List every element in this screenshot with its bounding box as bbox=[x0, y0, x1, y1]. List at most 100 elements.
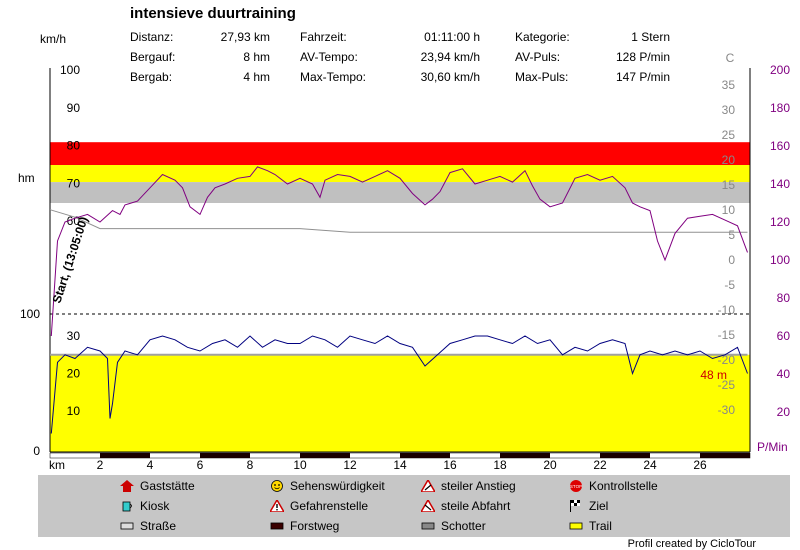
forest-road-swatch-icon bbox=[270, 520, 284, 532]
house-icon bbox=[120, 480, 134, 492]
legend-item-forstweg: Forstweg bbox=[270, 519, 339, 533]
temperature-tick-label: 30 bbox=[722, 103, 736, 117]
warning-up-icon bbox=[419, 478, 437, 493]
legend-item-ziel: Ziel bbox=[569, 499, 608, 513]
pulse-axis-unit: P/Min bbox=[757, 440, 788, 454]
stat-value-ride-time: 01:11:00 h bbox=[424, 30, 480, 44]
x-tick-label: 10 bbox=[293, 458, 307, 472]
speed-tick-label: 10 bbox=[67, 404, 81, 418]
pulse-tick-label: 160 bbox=[770, 139, 790, 153]
profile-chart: km 2 4 6 8 10 12 14 16 18 20 22 24 26km/h607080901001… bbox=[18, 32, 791, 472]
temperature-line bbox=[49, 209, 748, 233]
stat-value-distance: 27,93 km bbox=[220, 30, 270, 44]
temperature-tick-label: 35 bbox=[722, 78, 736, 92]
stat-label-distance: Distanz: bbox=[130, 30, 174, 44]
start-annotation: Start, (13:05:00) bbox=[50, 215, 91, 305]
speed-tick-label: 80 bbox=[67, 139, 81, 153]
stat-label-ascent: Bergauf: bbox=[130, 50, 176, 64]
track-surface-segment bbox=[400, 453, 450, 458]
track-surface-segment bbox=[300, 453, 350, 458]
smiley-icon bbox=[270, 480, 284, 492]
stat-value-avg-speed: 23,94 km/h bbox=[420, 50, 480, 64]
hr-zone-red bbox=[50, 142, 750, 165]
legend-item-kiosk: Kiosk bbox=[120, 499, 169, 513]
x-tick-label: 20 bbox=[543, 458, 557, 472]
speed-tick-label: 70 bbox=[67, 176, 81, 190]
pulse-tick-label: 140 bbox=[770, 177, 790, 191]
pulse-tick-label: 100 bbox=[770, 253, 790, 267]
stat-value-max-speed: 30,60 km/h bbox=[420, 70, 480, 84]
x-tick-label: 26 bbox=[693, 458, 707, 472]
x-tick-label: 22 bbox=[593, 458, 607, 472]
chart-title: intensieve duurtraining bbox=[130, 5, 296, 22]
elevation-value-label: 48 m bbox=[700, 368, 727, 382]
temperature-tick-label: -20 bbox=[718, 353, 736, 367]
svg-text:STOP: STOP bbox=[570, 484, 582, 489]
temperature-axis-unit: C bbox=[726, 51, 735, 65]
x-tick-label: 12 bbox=[343, 458, 357, 472]
track-surface-segment bbox=[200, 453, 250, 458]
warning-icon bbox=[268, 498, 286, 513]
temperature-tick-label: 25 bbox=[722, 128, 736, 142]
temperature-tick-label: 0 bbox=[728, 253, 735, 267]
stat-label-max-speed: Max-Tempo: bbox=[300, 70, 367, 84]
temperature-tick-label: -15 bbox=[718, 328, 736, 342]
hr-zone-grey bbox=[50, 182, 750, 203]
legend-item-steile-abfahrt: steile Abfahrt bbox=[419, 498, 510, 513]
x-tick-label: 2 bbox=[97, 458, 104, 472]
x-tick-label: 8 bbox=[247, 458, 254, 472]
legend-item-steiler-anstieg: steiler Anstieg bbox=[419, 478, 516, 493]
legend-item-sehenswuerdigkeit: Sehenswürdigkeit bbox=[270, 479, 385, 493]
speed-tick-label: 100 bbox=[60, 63, 80, 77]
elevation-axis-unit: hm bbox=[18, 171, 35, 185]
pulse-tick-label: 120 bbox=[770, 215, 790, 229]
hr-zone-yellow bbox=[50, 165, 750, 183]
stat-label-category: Kategorie: bbox=[515, 30, 570, 44]
stat-label-avg-pulse: AV-Puls: bbox=[515, 50, 561, 64]
x-tick-label: 16 bbox=[443, 458, 457, 472]
stat-value-ascent: 8 hm bbox=[243, 50, 270, 64]
temperature-tick-label: -5 bbox=[724, 278, 735, 292]
pulse-tick-label: 40 bbox=[777, 367, 791, 381]
surface-trail-band bbox=[50, 354, 750, 452]
x-axis-unit-label: km bbox=[49, 458, 65, 472]
stat-value-descent: 4 hm bbox=[243, 70, 270, 84]
trail-swatch-icon bbox=[569, 520, 583, 532]
track-surface-segment bbox=[500, 453, 550, 458]
temperature-tick-label: 5 bbox=[728, 228, 735, 242]
speed-line bbox=[50, 335, 748, 434]
speed-tick-label: 90 bbox=[67, 101, 81, 115]
legend-item-schotter: Schotter bbox=[421, 519, 486, 533]
legend-item-gaststaette: Gaststätte bbox=[120, 479, 195, 493]
temperature-tick-label: 10 bbox=[722, 203, 736, 217]
pulse-tick-label: 20 bbox=[777, 405, 791, 419]
track-surface-segment bbox=[600, 453, 650, 458]
temperature-tick-label: -25 bbox=[718, 378, 736, 392]
legend-item-strasse: Straße bbox=[120, 519, 176, 533]
stat-value-avg-pulse: 128 P/min bbox=[615, 50, 670, 64]
legend-item-kontrollstelle: STOP Kontrollstelle bbox=[569, 479, 658, 493]
pulse-tick-label: 180 bbox=[770, 101, 790, 115]
legend-item-gefahrenstelle: Gefahrenstelle bbox=[268, 498, 368, 513]
credit: Profil created by CicloTour bbox=[627, 538, 756, 550]
speed-axis-unit: km/h bbox=[40, 32, 66, 46]
pulse-tick-label: 80 bbox=[777, 291, 791, 305]
stat-label-max-pulse: Max-Puls: bbox=[515, 70, 569, 84]
pulse-tick-label: 200 bbox=[770, 63, 790, 77]
warning-down-icon bbox=[419, 498, 437, 513]
temperature-tick-label: -30 bbox=[718, 403, 736, 417]
stat-label-avg-speed: AV-Tempo: bbox=[300, 50, 358, 64]
temperature-tick-label: 15 bbox=[722, 178, 736, 192]
elevation-tick-label: 0 bbox=[33, 444, 40, 458]
track-surface-segment bbox=[700, 453, 750, 458]
x-tick-label: 18 bbox=[493, 458, 507, 472]
legend-item-trail: Trail bbox=[569, 519, 612, 533]
cup-icon bbox=[120, 500, 134, 512]
stat-value-category: 1 Stern bbox=[631, 30, 670, 44]
stat-label-ride-time: Fahrzeit: bbox=[300, 30, 347, 44]
stop-icon: STOP bbox=[569, 480, 583, 492]
track-surface-segment bbox=[100, 453, 150, 458]
temperature-tick-label: 20 bbox=[722, 153, 736, 167]
legend: Gaststätte Sehenswürdigkeit steiler Anst… bbox=[38, 475, 790, 537]
speed-tick-label: 30 bbox=[67, 329, 81, 343]
